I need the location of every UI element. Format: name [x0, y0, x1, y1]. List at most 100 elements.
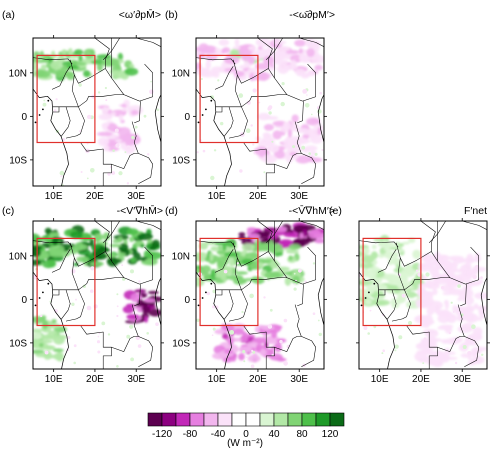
coastline-east	[154, 94, 161, 143]
country-border	[234, 257, 287, 291]
coastline-east	[317, 94, 324, 143]
colorbar-tick-label: 40	[268, 429, 280, 440]
country-border	[460, 284, 467, 307]
country-border	[136, 221, 161, 230]
country-border	[294, 121, 316, 185]
country-border	[266, 38, 283, 60]
panel-e: 10E 20E 30E	[356, 218, 490, 385]
coastline-east	[317, 277, 324, 326]
y-tick-label: 10N	[172, 68, 190, 79]
colorbar-swatch	[245, 412, 261, 427]
x-tick-label: 10E	[208, 191, 226, 202]
colorbar-tick-label: -120	[152, 429, 172, 440]
island	[34, 121, 37, 124]
colorbar-swatch	[175, 412, 191, 427]
island	[197, 121, 200, 124]
country-border	[397, 257, 450, 291]
country-border	[389, 325, 438, 369]
y-tick-label: 10N	[9, 68, 27, 79]
country-border	[65, 106, 85, 139]
colorbar-swatch	[287, 412, 303, 427]
panel-label-a: (a)	[2, 9, 15, 21]
colorbar-swatch	[203, 412, 219, 427]
country-border	[51, 249, 71, 273]
colorbar-swatch	[315, 412, 331, 427]
speckles	[196, 262, 322, 368]
country-border	[228, 289, 248, 322]
study-box	[36, 237, 96, 327]
colorbar-unit: (W m⁻²)	[227, 438, 263, 449]
x-tick-label: 10E	[371, 374, 389, 385]
x-tick-label: 30E	[290, 374, 308, 385]
study-box	[199, 54, 259, 144]
country-border	[359, 240, 399, 248]
country-border	[103, 221, 120, 243]
country-border	[274, 336, 302, 352]
country-border	[131, 121, 153, 185]
country-border	[196, 57, 236, 65]
colorbar-swatch	[259, 412, 275, 427]
country-border	[134, 101, 141, 124]
panel-title-b: -<ω̄∂pM′>	[289, 9, 335, 21]
country-border	[33, 57, 73, 65]
data-region-negative	[196, 38, 324, 82]
colorbar-swatch	[147, 412, 163, 427]
y-tick-label: 0	[184, 295, 190, 306]
panel-label-c: (c)	[2, 205, 14, 217]
island	[47, 282, 50, 285]
island	[373, 282, 376, 285]
colorbar-swatch	[189, 412, 205, 427]
coastline	[196, 88, 232, 186]
x-tick-label: 20E	[86, 191, 104, 202]
country-border	[144, 63, 153, 97]
colorbar: -120 -80 -40 0 40 80 120	[147, 412, 345, 440]
y-tick-label: 10S	[172, 338, 190, 349]
panel-frame	[195, 220, 325, 370]
x-tick-label: 20E	[86, 374, 104, 385]
colorbar-tick-label: 0	[243, 429, 249, 440]
country-border	[63, 142, 112, 186]
island	[205, 108, 207, 111]
colorbar-swatch	[231, 412, 247, 427]
country-border	[457, 304, 479, 368]
country-border	[52, 106, 60, 113]
country-border	[94, 38, 110, 69]
country-border	[134, 284, 141, 307]
study-box	[362, 237, 422, 327]
island	[201, 114, 204, 116]
country-border	[234, 74, 287, 108]
country-border	[60, 106, 71, 137]
data-region-positive	[33, 315, 68, 362]
country-border	[377, 249, 397, 273]
country-border	[223, 289, 234, 320]
country-border	[51, 66, 71, 90]
country-border	[462, 221, 487, 230]
island	[201, 297, 204, 299]
country-border	[65, 289, 85, 322]
colorbar-tick-label: -80	[183, 429, 198, 440]
island	[34, 304, 37, 307]
x-tick-label: 30E	[290, 191, 308, 202]
coastline	[196, 271, 232, 369]
island	[210, 99, 213, 102]
country-border	[226, 142, 275, 186]
country-border	[378, 289, 386, 296]
country-border	[214, 66, 234, 90]
panel-label-e: (e)	[329, 205, 342, 217]
island	[360, 304, 363, 307]
country-border	[136, 38, 161, 47]
x-tick-label: 10E	[208, 374, 226, 385]
country-border	[386, 289, 397, 320]
speckles	[196, 78, 324, 181]
y-tick-label: 0	[184, 112, 190, 123]
country-border	[60, 289, 71, 320]
colorbar-swatch	[301, 412, 317, 427]
y-tick-label: 10S	[9, 338, 27, 349]
country-border	[71, 74, 124, 108]
speckles	[33, 264, 159, 368]
island	[364, 297, 367, 299]
colorbar-tick-label: -40	[211, 429, 226, 440]
country-border	[226, 325, 275, 369]
data-region-negative	[122, 289, 161, 324]
country-border	[274, 153, 302, 169]
